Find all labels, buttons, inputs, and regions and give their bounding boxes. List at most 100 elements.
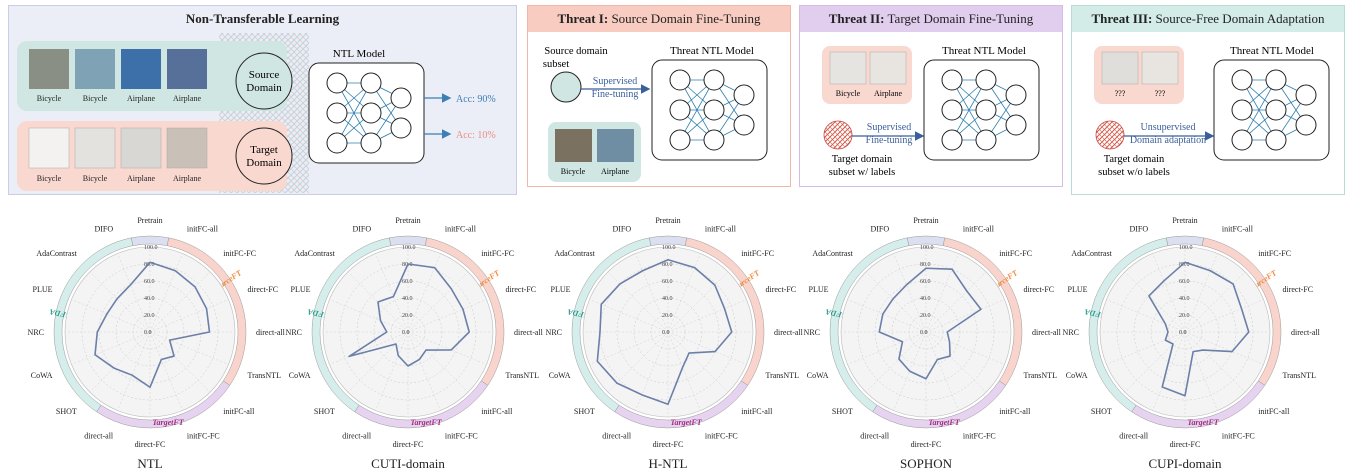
src-img-label-4: Airplane xyxy=(173,94,201,103)
radar-axis-label: SHOT xyxy=(314,407,335,416)
radar-tick-label: 100.0 xyxy=(1179,245,1193,251)
source-domain-line1: Source xyxy=(249,69,280,81)
radar-axis-label: initFC-FC xyxy=(999,249,1032,258)
radar-tick-label: 80.0 xyxy=(1179,262,1190,268)
radar-axis-label: DIFO xyxy=(1129,225,1148,234)
radar-axis-label: CoWA xyxy=(549,371,571,380)
radar-group-label-1: TargetFT xyxy=(1187,418,1219,427)
radar-tick-label: 60.0 xyxy=(402,279,413,285)
radar-axis-label: TransNTL xyxy=(765,371,799,380)
t3-unknown-img-1 xyxy=(1101,51,1139,85)
radar-axis-label: SHOT xyxy=(574,407,595,416)
t2-network-icon xyxy=(941,69,1027,151)
radar-axis-label: NRC xyxy=(804,328,820,337)
ring-sfda xyxy=(829,237,910,413)
radar-axis-label: direct-all xyxy=(1291,328,1321,337)
radar-tick-label: 40.0 xyxy=(1179,296,1190,302)
radar-axis-label: direct-FC xyxy=(505,285,536,294)
radar-axis-label: CoWA xyxy=(289,371,311,380)
radar-tick-label: 0.0 xyxy=(662,330,670,336)
radar-axis-label: direct-all xyxy=(860,431,890,440)
radar-tick-label: 20.0 xyxy=(402,313,413,319)
radar-tick-label: 40.0 xyxy=(144,296,155,302)
radar-axis-label: initFC-all xyxy=(445,225,477,234)
radar-axis-label: TransNTL xyxy=(1023,371,1057,380)
radar-tick-label: 60.0 xyxy=(144,279,155,285)
radar-axis-label: initFC-FC xyxy=(187,431,220,440)
radar-tick-label: 100.0 xyxy=(920,245,934,251)
radar-axis-label: PLUE xyxy=(291,285,311,294)
radar-tick-label: 20.0 xyxy=(1179,313,1190,319)
tgt-img-label-3: Airplane xyxy=(127,174,155,183)
ring-sfda xyxy=(311,237,392,413)
radar-tick-label: 0.0 xyxy=(920,330,928,336)
radar-tick-label: 40.0 xyxy=(402,296,413,302)
radar-axis-label: initFC-FC xyxy=(1258,249,1291,258)
t3-arrow-line1: Unsupervised xyxy=(1141,122,1196,133)
radar-axis-label: initFC-all xyxy=(705,225,737,234)
radar-chart-2: SourceFTTargetFTSFDA0.020.040.060.080.01… xyxy=(546,216,804,449)
ntl-panel: Non-Transferable Learning xyxy=(8,5,517,195)
radar-title-cupi: CUPI-domain xyxy=(1148,456,1222,471)
src-img-label-1: Bicycle xyxy=(37,94,62,103)
threat2-title: Threat II: Target Domain Fine-Tuning xyxy=(800,6,1062,32)
t1-subset-line2: subset xyxy=(543,59,569,70)
radar-axis-label: SHOT xyxy=(1091,407,1112,416)
radar-axis-label: direct-FC xyxy=(135,440,166,449)
t1-img-label-1: Bicycle xyxy=(561,167,586,176)
t2-arrow-line1: Supervised xyxy=(867,122,911,133)
radar-chart-row: SourceFTTargetFTSFDA0.020.040.060.080.01… xyxy=(28,216,1321,449)
t3-network-icon xyxy=(1231,69,1317,151)
radar-axis-label: direct-all xyxy=(84,431,114,440)
radar-tick-label: 60.0 xyxy=(662,279,673,285)
t3-target-circle xyxy=(1095,120,1125,150)
radar-axis-label: initFC-FC xyxy=(481,249,514,258)
radar-axis-label: initFC-FC xyxy=(741,249,774,258)
radar-group-label-1: TargetFT xyxy=(670,418,702,427)
ntl-network-icon xyxy=(326,72,412,154)
t1-network-icon xyxy=(669,69,755,151)
radar-axis-label: PLUE xyxy=(33,285,53,294)
target-domain-circle xyxy=(235,127,293,185)
t3-model-label: Threat NTL Model xyxy=(1230,45,1314,57)
radar-axis-label: TransNTL xyxy=(505,371,539,380)
radar-axis-label: initFC-all xyxy=(963,225,995,234)
t2-arrow-line2: Fine-tuning xyxy=(866,135,913,146)
radar-axis-label: initFC-all xyxy=(187,225,219,234)
radar-tick-label: 20.0 xyxy=(662,313,673,319)
tgt-img-label-4: Airplane xyxy=(173,174,201,183)
radar-axis-label: initFC-FC xyxy=(963,431,996,440)
radar-axis-label: initFC-FC xyxy=(223,249,256,258)
target-domain-line2: Domain xyxy=(246,157,282,169)
source-domain-circle xyxy=(235,52,293,110)
radar-title-hntl: H-NTL xyxy=(648,456,688,471)
radar-gridline xyxy=(356,280,460,384)
acc-target: Acc: 10% xyxy=(456,130,496,141)
t2-bicycle-img xyxy=(829,51,867,85)
radar-axis-label: direct-all xyxy=(1032,328,1062,337)
ring-sfda xyxy=(571,237,652,413)
radar-axis-label: NRC xyxy=(546,328,562,337)
radar-title-ntl: NTL xyxy=(137,456,163,471)
radar-group-label-1: TargetFT xyxy=(928,418,960,427)
radar-axis-label: initFC-all xyxy=(481,407,513,416)
radar-tick-label: 100.0 xyxy=(144,245,158,251)
radar-axis-label: initFC-all xyxy=(1258,407,1290,416)
radar-axis-label: initFC-FC xyxy=(1222,431,1255,440)
t1-bicycle-img xyxy=(555,129,592,162)
radar-tick-label: 0.0 xyxy=(1179,330,1187,336)
radar-series-line xyxy=(348,263,471,367)
radar-axis-label: direct-all xyxy=(602,431,632,440)
t1-model-label: Threat NTL Model xyxy=(670,45,754,57)
radar-tick-label: 60.0 xyxy=(1179,279,1190,285)
radar-group-label-2: SFDA xyxy=(824,307,847,320)
radar-tick-label: 80.0 xyxy=(920,262,931,268)
radar-axis-label: direct-FC xyxy=(1282,285,1313,294)
ntl-title: Non-Transferable Learning xyxy=(185,11,340,26)
radar-axis-label: PLUE xyxy=(809,285,829,294)
radar-title-sophon: SOPHON xyxy=(899,456,952,471)
tgt-img-label-2: Bicycle xyxy=(83,174,108,183)
radar-axis-label: DIFO xyxy=(870,225,889,234)
t3-unknown-img-2 xyxy=(1141,51,1179,85)
radar-chart-1: SourceFTTargetFTSFDA0.020.040.060.080.01… xyxy=(286,216,544,449)
